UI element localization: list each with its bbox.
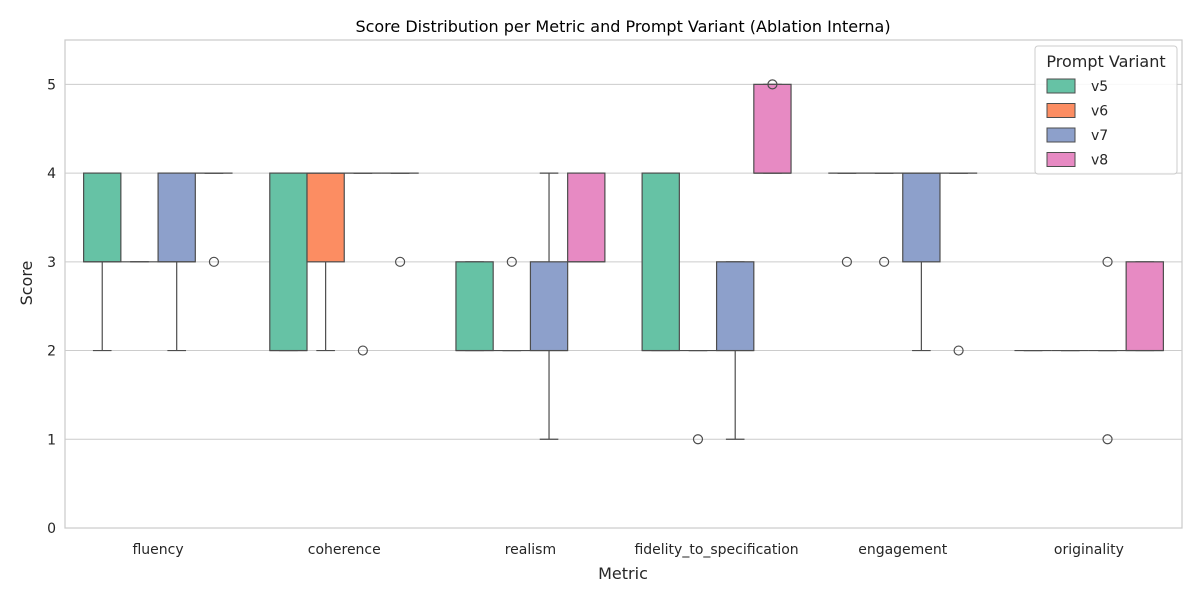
outlier-point xyxy=(208,256,220,267)
y-axis-ticks: 0 1 2 3 4 5 xyxy=(47,77,56,537)
box-iqr xyxy=(567,172,606,263)
box-iqr xyxy=(83,172,122,263)
x-tick-label-coherence: coherence xyxy=(308,542,381,558)
outlier-point xyxy=(767,79,778,90)
x-tick-label-engagement: engagement xyxy=(858,542,948,558)
box-iqr xyxy=(529,261,569,352)
box-v7-coherence xyxy=(344,172,382,356)
legend-title: Prompt Variant xyxy=(1046,52,1165,71)
x-axis-ticks: fluency coherence realism fidelity_to_speci… xyxy=(132,542,1123,558)
x-tick-label-realism: realism xyxy=(505,542,556,558)
legend-swatch xyxy=(1046,152,1076,167)
box-iqr xyxy=(157,172,196,263)
box-v6-engagement xyxy=(865,172,903,267)
box-v8-fidelity-to-specification xyxy=(753,79,792,174)
box-v8-coherence xyxy=(381,172,419,267)
legend-item-v7: v7 xyxy=(1046,127,1108,144)
box-v6-fidelity-to-specification xyxy=(679,349,717,445)
outlier-point xyxy=(879,256,890,267)
y-tick-label-1: 1 xyxy=(47,432,56,448)
y-axis-title: Score xyxy=(17,261,36,306)
series-v7 xyxy=(157,172,1127,445)
box-v5-fluency xyxy=(83,172,122,352)
y-tick-label-5: 5 xyxy=(47,77,56,93)
legend-item-v8: v8 xyxy=(1046,152,1108,169)
outlier-point xyxy=(692,434,704,445)
outlier-point xyxy=(395,256,406,267)
series-v6 xyxy=(120,172,1089,445)
outlier-point xyxy=(1102,434,1113,445)
box-v8-engagement xyxy=(939,172,978,356)
outlier-point xyxy=(841,256,853,267)
series-v5 xyxy=(83,172,1052,352)
box-v7-realism xyxy=(529,172,569,440)
chart-title: Score Distribution per Metric and Prompt… xyxy=(355,17,890,36)
legend-item-v6: v6 xyxy=(1046,103,1108,120)
plot-area-frame xyxy=(64,39,1183,529)
box-v7-originality xyxy=(1088,256,1127,445)
legend-swatch xyxy=(1046,78,1076,94)
outlier-point xyxy=(357,345,368,356)
box-v5-engagement xyxy=(828,172,866,267)
x-axis-title: Metric xyxy=(598,564,648,583)
y-tick-label-2: 2 xyxy=(47,344,56,360)
box-v7-fluency xyxy=(157,172,196,352)
outlier-point xyxy=(506,256,517,267)
box-iqr xyxy=(753,83,792,174)
y-tick-label-0: 0 xyxy=(47,521,56,537)
legend-items: v5 v6 v7 v8 xyxy=(1046,78,1108,169)
box-v6-coherence xyxy=(306,172,345,352)
box-iqr xyxy=(641,172,680,352)
box-v8-realism xyxy=(567,172,606,263)
x-tick-label-fidelity-to-specification: fidelity_to_specification xyxy=(634,542,798,558)
box-iqr xyxy=(306,172,345,263)
y-tick-label-4: 4 xyxy=(47,166,56,182)
box-iqr xyxy=(902,172,941,263)
box-v6-realism xyxy=(493,256,531,352)
outlier-point xyxy=(953,345,964,356)
legend-swatch xyxy=(1046,103,1076,118)
box-v8-fluency xyxy=(195,172,233,267)
legend: Prompt Variant v5 v6 v7 v8 xyxy=(1034,45,1178,175)
box-v7-engagement xyxy=(902,172,941,352)
series-v8 xyxy=(195,79,1164,356)
box-v5-realism xyxy=(455,261,494,352)
y-tick-label-3: 3 xyxy=(47,255,56,271)
x-tick-label-originality: originality xyxy=(1054,542,1124,558)
legend-label: v7 xyxy=(1091,128,1108,144)
box-iqr xyxy=(455,261,494,352)
box-iqr xyxy=(269,172,308,352)
legend-label: v5 xyxy=(1091,79,1108,95)
legend-label: v8 xyxy=(1091,153,1108,169)
box-v5-coherence xyxy=(269,172,308,352)
box-iqr xyxy=(715,261,755,352)
outlier-point xyxy=(1102,256,1113,267)
legend-item-v5: v5 xyxy=(1046,78,1108,95)
legend-label: v6 xyxy=(1091,104,1108,120)
box-v8-originality xyxy=(1125,261,1164,352)
box-iqr xyxy=(1125,261,1164,352)
box-series xyxy=(83,79,1164,445)
box-v7-fidelity-to-specification xyxy=(715,261,755,440)
legend-swatch xyxy=(1046,127,1076,143)
box-v5-fidelity-to-specification xyxy=(641,172,680,352)
x-tick-label-fluency: fluency xyxy=(132,542,183,558)
